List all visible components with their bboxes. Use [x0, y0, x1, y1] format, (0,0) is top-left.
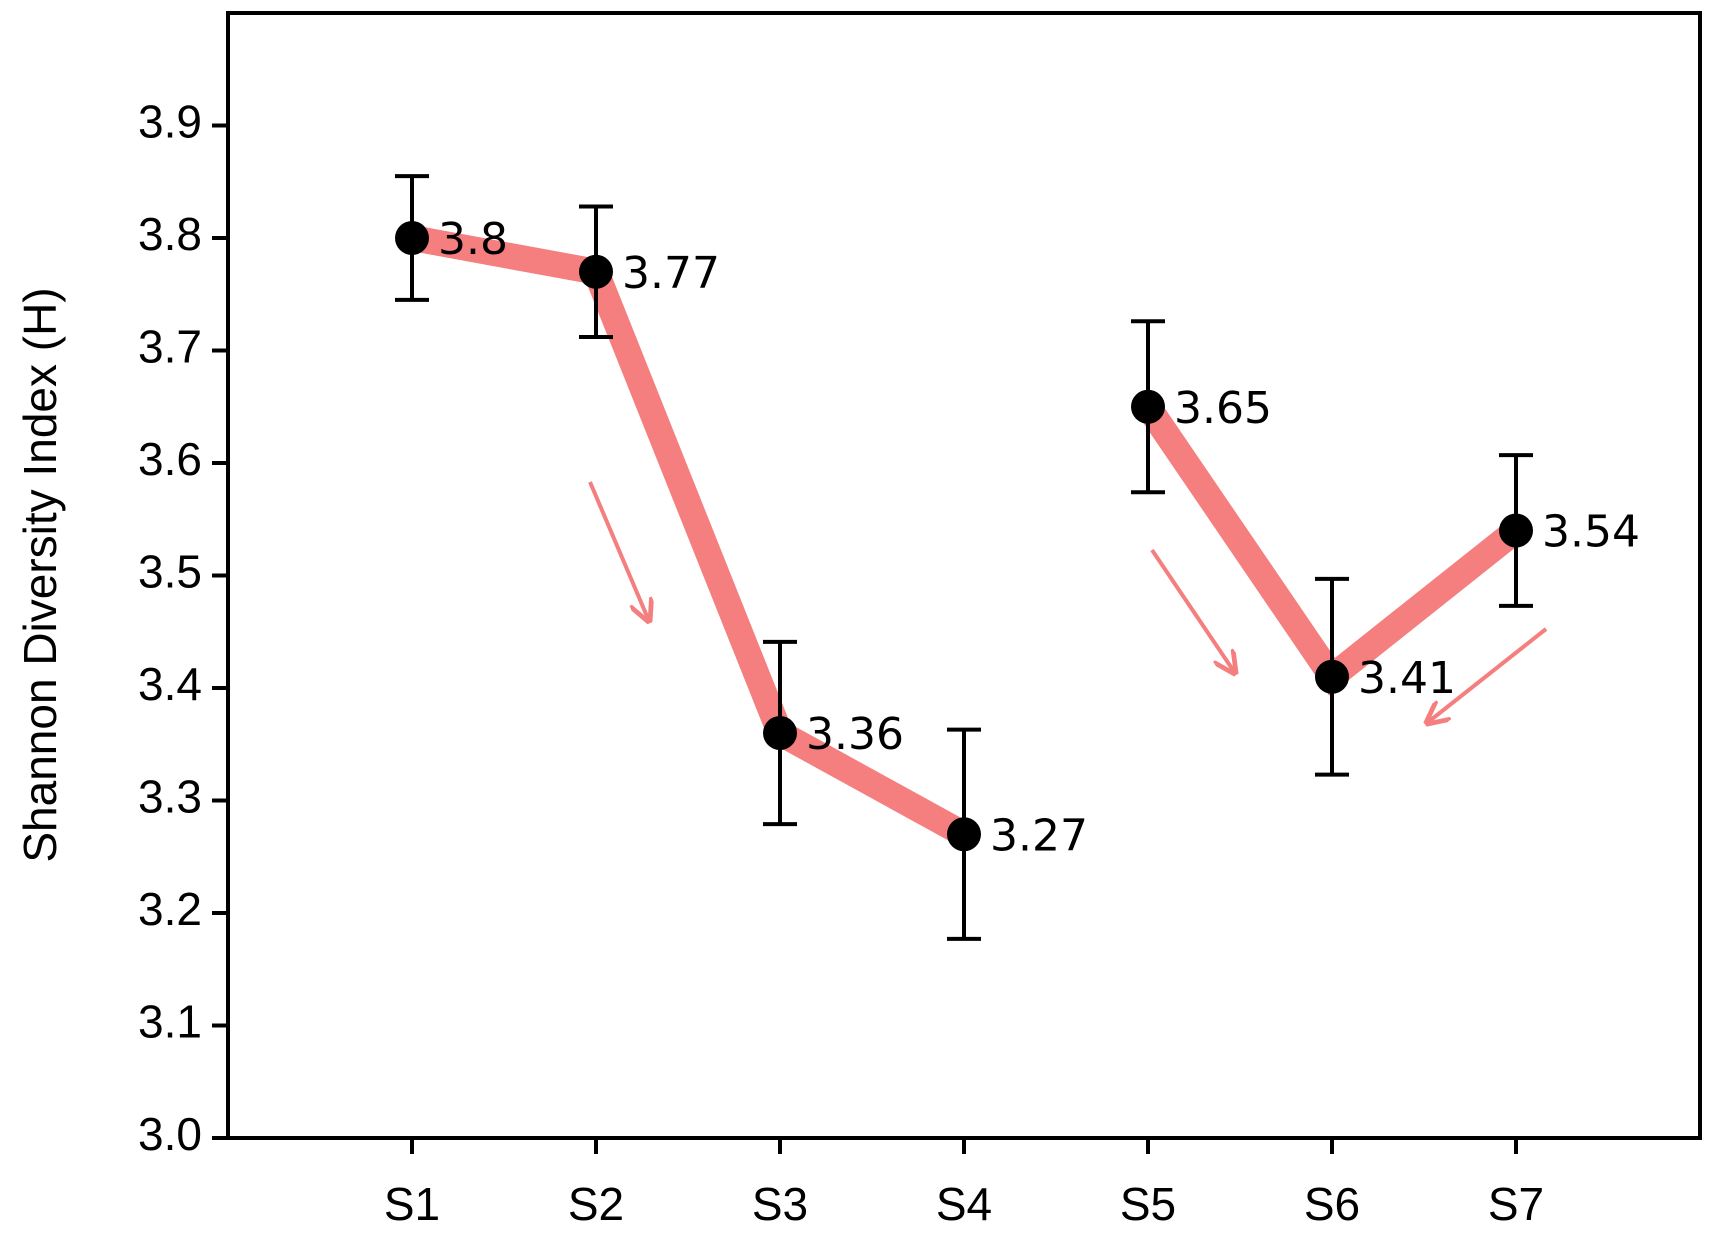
- y-tick-label: 3.0: [138, 1108, 202, 1160]
- data-label: 3.8: [438, 214, 508, 265]
- y-tick-label: 3.1: [138, 996, 202, 1048]
- data-point: [1499, 513, 1533, 548]
- y-tick-label: 3.9: [138, 96, 202, 148]
- x-tick-label: S2: [568, 1178, 624, 1230]
- trend-arrow: [1427, 627, 1548, 723]
- data-label: 3.65: [1174, 383, 1272, 434]
- x-tick-label: S5: [1120, 1178, 1176, 1230]
- x-tick-label: S1: [384, 1178, 440, 1230]
- y-axis-label: Shannon Diversity Index (H): [14, 287, 66, 862]
- plot-layer: 3.0 3.1 3.2 3.3 3.4 3.5 3.6 3.7 3.8 3.9 S1 S2 S3 S4 S5…: [138, 96, 1640, 1231]
- trend-line: [409, 225, 971, 846]
- y-tick-label: 3.6: [138, 433, 202, 485]
- x-tick-label: S4: [936, 1178, 992, 1230]
- data-label: 3.41: [1358, 653, 1456, 704]
- data-point: [947, 817, 981, 852]
- plot-frame: [226, 11, 1702, 1140]
- data-label: 3.54: [1542, 507, 1640, 558]
- y-tick-label: 3.8: [138, 208, 202, 260]
- y-tick-label: 3.3: [138, 771, 202, 823]
- x-tick-label: S7: [1488, 1178, 1544, 1230]
- x-tick-label: S6: [1304, 1178, 1360, 1230]
- data-label: 3.77: [622, 248, 720, 299]
- trend-arrow: [588, 481, 649, 621]
- data-point: [763, 716, 797, 750]
- y-tick-label: 3.4: [138, 658, 202, 710]
- data-label: 3.36: [806, 709, 904, 760]
- data-point: [1315, 659, 1349, 694]
- data-label: 3.27: [990, 810, 1088, 861]
- x-tick-label: S3: [752, 1178, 808, 1230]
- data-point: [1131, 389, 1165, 424]
- y-tick-label: 3.2: [138, 883, 202, 935]
- y-tick-label: 3.5: [138, 546, 202, 598]
- y-tick-label: 3.7: [138, 321, 202, 373]
- trend-arrow: [1150, 548, 1235, 673]
- data-point: [579, 254, 613, 289]
- data-point: [395, 221, 429, 255]
